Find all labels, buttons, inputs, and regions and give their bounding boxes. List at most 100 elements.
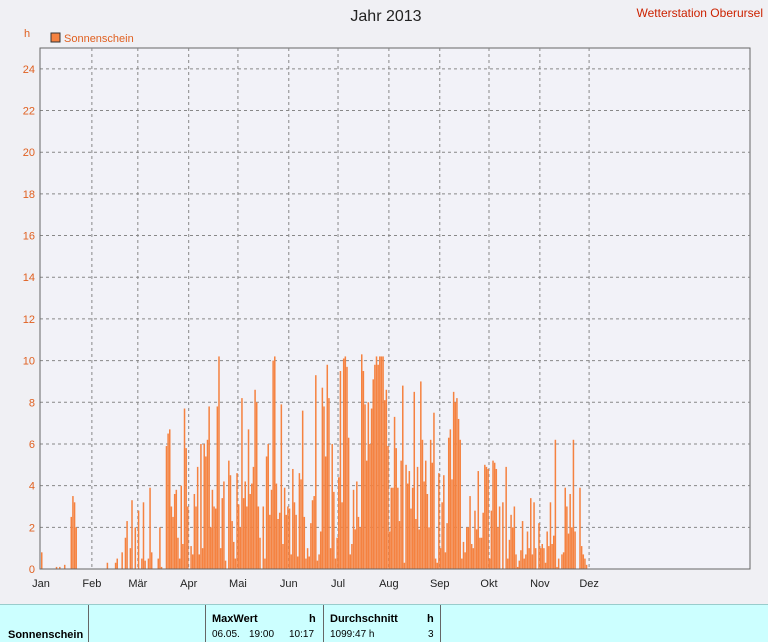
sunshine-bar xyxy=(421,439,424,569)
sunshine-bar xyxy=(267,443,269,569)
sunshine-bar xyxy=(129,548,132,569)
sunshine-bar xyxy=(388,531,391,569)
sunshine-bar xyxy=(436,562,438,569)
sunshine-bar xyxy=(75,527,77,569)
sunshine-bar xyxy=(206,439,209,569)
sunshine-bar xyxy=(410,508,412,569)
sunshine-bar xyxy=(357,516,360,569)
sunshine-bar xyxy=(538,523,540,569)
sunshine-bar xyxy=(397,487,399,569)
avg-value: 3 xyxy=(428,629,434,640)
sunshine-bar xyxy=(259,537,261,569)
sunshine-bar xyxy=(229,475,232,569)
sunshine-bar xyxy=(543,548,545,569)
sunshine-bar xyxy=(398,521,401,569)
sunshine-bar xyxy=(237,504,240,569)
sunshine-bar xyxy=(534,548,537,569)
y-tick-label: 16 xyxy=(23,231,35,243)
sunshine-bar xyxy=(214,508,217,569)
sunshine-bar xyxy=(73,502,76,569)
sunshine-bar xyxy=(293,502,296,569)
sunshine-bar xyxy=(426,493,429,569)
sunshine-bar xyxy=(411,487,414,569)
sunshine-bar xyxy=(556,566,558,569)
sunshine-bar xyxy=(244,481,246,569)
sunshine-bar xyxy=(569,493,571,569)
sunshine-bar xyxy=(444,552,447,569)
sunshine-bar xyxy=(346,366,348,569)
sunshine-bar xyxy=(216,406,219,569)
sunshine-bar xyxy=(459,439,461,569)
sunshine-bar xyxy=(571,527,573,569)
sunshine-bar xyxy=(321,387,324,569)
sunshine-bar xyxy=(165,446,168,569)
x-tick-label: Jun xyxy=(280,578,298,590)
sunshine-bar xyxy=(420,381,422,569)
max-value: 10:17 xyxy=(289,629,315,640)
sunshine-bar xyxy=(490,510,493,569)
sunshine-bar xyxy=(487,468,489,569)
sunshine-bar xyxy=(242,498,245,569)
sunshine-bar xyxy=(533,502,535,569)
sunshine-bar xyxy=(193,493,196,569)
sunshine-bar xyxy=(319,531,322,569)
sunshine-bar xyxy=(254,389,256,569)
y-tick-label: 12 xyxy=(23,314,35,326)
sunshine-bar xyxy=(247,429,250,569)
sunshine-bar xyxy=(477,471,480,569)
y-axis-unit: h xyxy=(24,28,30,40)
sunshine-bar xyxy=(467,527,470,569)
sunshine-bar xyxy=(59,566,61,569)
sunshine-bar xyxy=(324,456,327,569)
sunshine-bar xyxy=(423,481,425,569)
sunshine-bar xyxy=(255,402,258,569)
sunshine-bar xyxy=(408,471,411,569)
sunshine-bar xyxy=(106,562,109,569)
sunshine-bar xyxy=(415,518,417,569)
sunshine-bar xyxy=(392,487,394,569)
max-time: 19:00 xyxy=(249,629,275,640)
x-tick-label: Okt xyxy=(480,578,497,590)
sunshine-bar xyxy=(283,487,286,569)
sunshine-bar xyxy=(385,389,388,569)
sunshine-bar xyxy=(316,560,319,569)
sunshine-bar xyxy=(270,489,273,569)
sunshine-bar xyxy=(167,433,169,569)
sunshine-bar xyxy=(272,360,274,569)
sunshine-bar xyxy=(306,548,309,569)
station-name: Wetterstation Oberursel xyxy=(637,6,764,20)
sunshine-bar xyxy=(431,462,434,569)
sunshine-bar xyxy=(144,560,146,569)
x-tick-label: Mär xyxy=(128,578,147,590)
sunshine-bar xyxy=(495,468,498,569)
sunshine-bar xyxy=(492,460,494,569)
sunshine-bar xyxy=(546,531,548,569)
sunshine-bar xyxy=(183,408,186,569)
sunshine-bar xyxy=(262,506,265,569)
sunshine-bar xyxy=(356,481,358,569)
sunshine-bar xyxy=(264,558,266,569)
sunshine-bar xyxy=(438,473,440,569)
stats-row-label: Sonnenschein xyxy=(8,629,84,641)
sunshine-bar xyxy=(200,443,202,569)
sunshine-bar xyxy=(461,558,463,569)
sunshine-bar xyxy=(383,400,386,569)
sunshine-bar xyxy=(195,506,197,569)
legend-label: Sonnenschein xyxy=(64,33,134,45)
sunshine-bar xyxy=(508,539,511,569)
y-tick-label: 2 xyxy=(29,522,35,534)
sunshine-bar xyxy=(447,437,450,569)
stats-max-column: MaxWert h 06.05. 19:00 10:17 xyxy=(206,605,324,642)
sunshine-bar xyxy=(172,516,174,569)
sunshine-bar xyxy=(372,379,374,569)
stats-empty-column xyxy=(89,605,206,642)
sunshine-bar xyxy=(428,527,430,569)
sunshine-bar xyxy=(233,541,235,569)
sunshine-bar xyxy=(295,514,297,569)
sunshine-bar xyxy=(554,439,557,569)
sunshine-bar xyxy=(149,487,151,569)
sunshine-bar xyxy=(525,554,527,569)
sunshine-bar xyxy=(223,481,225,569)
sunshine-bar xyxy=(564,487,566,569)
sunshine-bar xyxy=(318,554,320,569)
